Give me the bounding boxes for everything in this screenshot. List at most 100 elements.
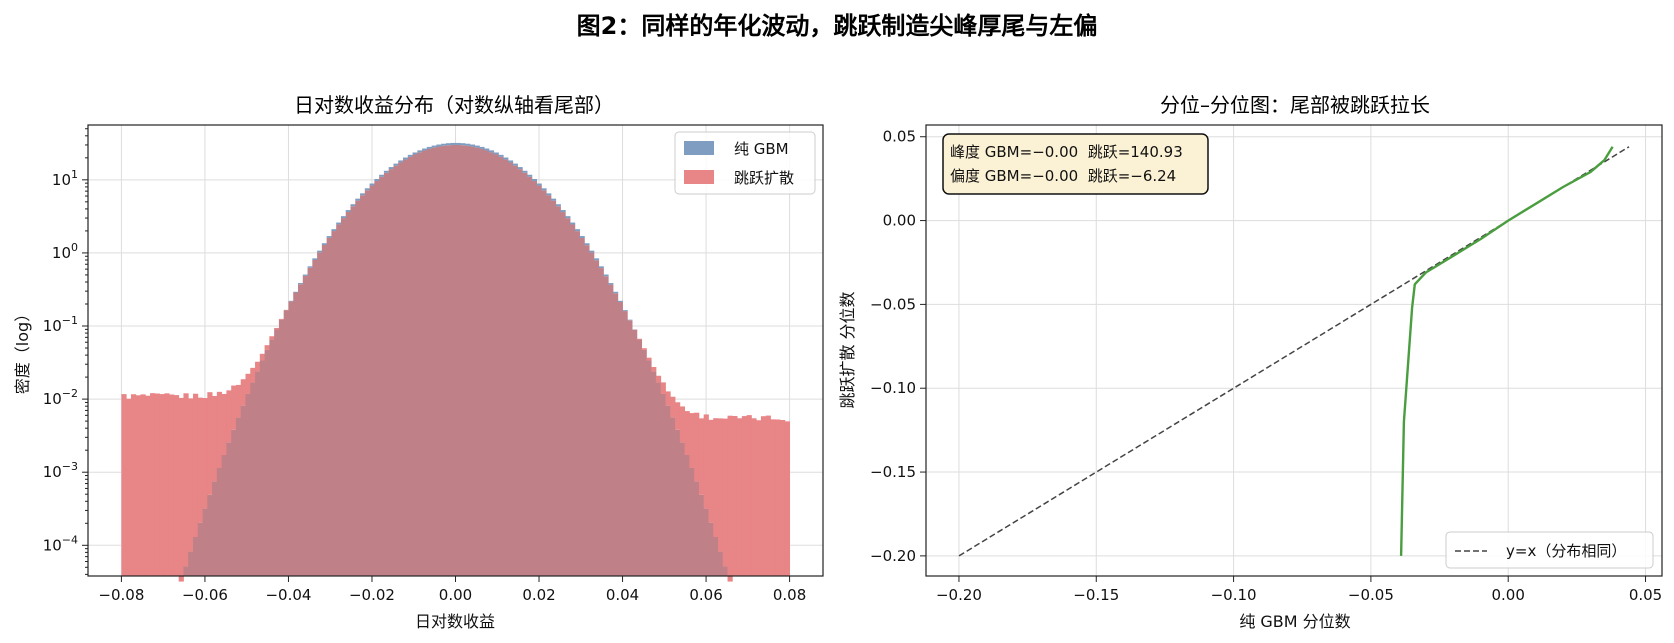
histogram-bar-gbm (484, 148, 490, 151)
x-tick-label: 0.06 (689, 586, 722, 604)
histogram-bar-overlap (312, 260, 318, 576)
histogram-bar-gbm (288, 300, 294, 302)
histogram-bar-overlap (302, 275, 308, 576)
histogram-bar-jump (150, 393, 156, 576)
histogram-bar-overlap (713, 536, 719, 576)
x-tick-label: 0.02 (522, 586, 555, 604)
histogram-bar-overlap (412, 154, 418, 576)
histogram-bar-overlap (565, 218, 571, 576)
qq-legend-box (1445, 531, 1654, 569)
y-tick-label: 10−4 (43, 533, 78, 554)
histogram-bar-overlap (274, 329, 280, 576)
histogram-bar-gbm (622, 310, 628, 312)
histogram-bar-gbm (355, 198, 361, 201)
legend-label-gbm: 纯 GBM (734, 140, 789, 158)
histogram-bar-gbm (331, 229, 337, 232)
histogram-bar-jump (713, 418, 719, 537)
histogram-bar-overlap (216, 467, 223, 576)
histogram-bar-gbm (388, 167, 394, 170)
histogram-bar-jump (145, 395, 151, 576)
histogram-bar-gbm (589, 250, 595, 253)
histogram-bar-gbm (469, 144, 475, 147)
histogram-bar-overlap (259, 360, 265, 576)
qq-ticks: −0.20 −0.15 −0.10 −0.05 0.00 0.05 0.05 0.00 −0.0… (870, 128, 1662, 604)
histogram-bar-gbm (493, 152, 499, 155)
histogram-bar-overlap (436, 146, 442, 576)
histogram-bar-jump (737, 418, 743, 576)
histogram-bar-gbm (403, 157, 409, 160)
histogram-bar-jump (651, 367, 657, 372)
histogram-bar-overlap (431, 147, 437, 576)
histogram-bar-gbm (445, 143, 452, 146)
histogram-bar-overlap (355, 200, 361, 576)
histogram-bar-jump (183, 393, 189, 567)
histogram-bar-jump (775, 419, 781, 576)
histogram-bar-jump (636, 338, 643, 340)
histogram-bar-overlap (522, 172, 528, 576)
histogram-bar-overlap (703, 508, 709, 576)
figure-title: 图2：同样的年化波动，跳跃制造尖峰厚尾与左偏 (577, 12, 1098, 40)
stats-box-background (942, 133, 1209, 195)
histogram-bar-gbm (598, 266, 604, 269)
histogram-bar-jump (684, 411, 690, 455)
histogram-bar-overlap (593, 260, 600, 576)
histogram-bar-overlap (536, 185, 542, 576)
histogram-bar-gbm (369, 183, 375, 186)
histogram-bar-overlap (718, 551, 724, 576)
histogram-bar-gbm (302, 274, 308, 276)
histogram-bar-overlap (508, 162, 514, 577)
y-tick-label: 0.05 (883, 128, 916, 146)
histogram-bar-overlap (393, 165, 399, 576)
histogram-bar-overlap (474, 147, 480, 577)
x-tick-label: −0.08 (98, 586, 144, 604)
histogram-bars (121, 142, 790, 582)
histogram-bar-gbm (422, 148, 428, 151)
histogram-bar-gbm (426, 146, 433, 149)
histogram-bar-overlap (231, 429, 237, 576)
histogram-bar-gbm (293, 291, 299, 293)
histogram-bar-gbm (374, 179, 380, 182)
histogram-bar-gbm (579, 236, 585, 239)
histogram-bar-jump (741, 416, 748, 576)
y-tick-label: 100 (52, 241, 78, 262)
histogram-bar-gbm (541, 188, 547, 191)
legend-label-ref-line: y=x（分布相同） (1506, 542, 1626, 560)
histogram-bar-overlap (340, 218, 347, 577)
histogram-bar-overlap (221, 454, 227, 576)
histogram-bar-overlap (517, 169, 523, 576)
histogram-bar-gbm (364, 188, 370, 191)
histogram-bar-jump (269, 336, 275, 340)
histogram-bar-jump (135, 395, 141, 576)
histogram-bar-gbm (340, 216, 347, 219)
x-tick-label: 0.00 (1492, 586, 1525, 604)
histogram-bar-gbm (298, 283, 304, 285)
histogram-bar-jump (679, 406, 685, 443)
histogram-bar-gbm (593, 258, 600, 261)
histogram-bar-overlap (226, 442, 232, 576)
histogram-bar-gbm (512, 163, 518, 166)
histogram-bar-jump (250, 367, 256, 383)
histogram-bar-overlap (298, 284, 304, 576)
histogram-bar-overlap (269, 339, 275, 576)
histogram-bar-overlap (574, 231, 580, 576)
histogram-bar-overlap (689, 467, 695, 576)
histogram-bar-overlap (694, 481, 700, 576)
qq-stats-box: 峰度 GBM=−0.00 跳跃=140.93 偏度 GBM=−0.00 跳跃=−… (942, 133, 1209, 195)
histogram-bar-overlap (336, 224, 342, 576)
reference-line-y-equals-x (958, 146, 1630, 557)
histogram-bar-overlap (183, 566, 189, 576)
histogram-bar-overlap (488, 152, 495, 577)
x-tick-label: −0.10 (1211, 586, 1257, 604)
histogram-bar-overlap (326, 237, 332, 577)
histogram-bar-gbm (321, 243, 328, 246)
legend-swatch-jump (684, 170, 714, 184)
y-tick-label: 10−1 (43, 314, 78, 335)
histogram-bar-jump (130, 394, 137, 576)
histogram-bar-jump (665, 391, 671, 406)
qq-plot-frame (925, 124, 1663, 577)
histogram-bar-overlap (617, 302, 623, 576)
histogram-bar-gbm (441, 143, 447, 146)
histogram-bar-jump (178, 397, 184, 582)
histogram-legend: 纯 GBM 跳跃扩散 (674, 131, 816, 195)
histogram-bar-jump (159, 394, 165, 576)
